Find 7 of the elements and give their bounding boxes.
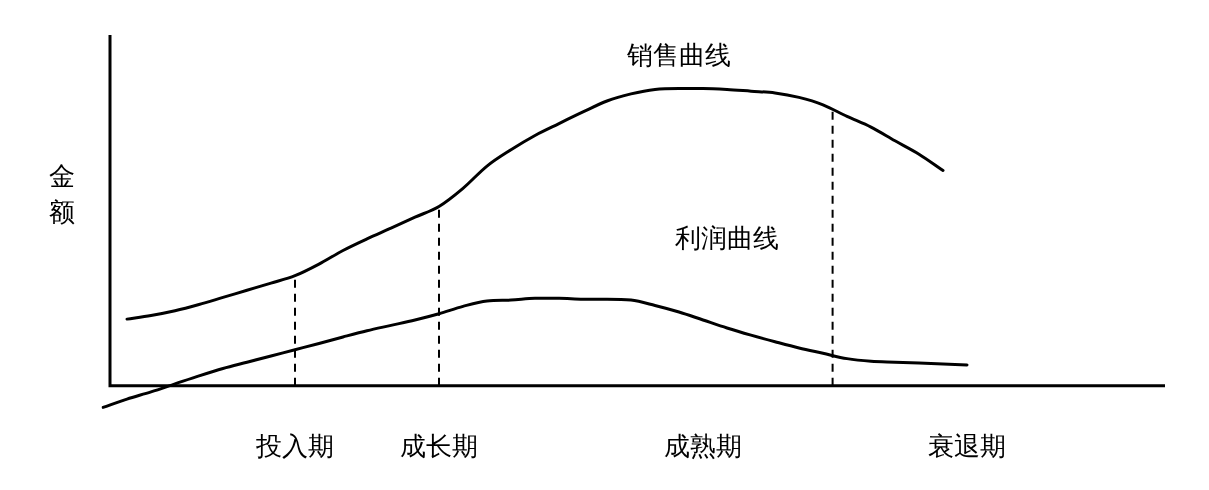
- x-tick-label: 成熟期: [664, 431, 742, 462]
- x-tick-label: 投入期: [255, 431, 334, 462]
- series-label: 销售曲线: [626, 40, 731, 71]
- x-tick-label: 成长期: [400, 431, 478, 462]
- y-axis-title: 金额: [49, 160, 75, 227]
- x-tick-label: 衰退期: [928, 431, 1006, 462]
- text: 利润曲线: [675, 223, 779, 254]
